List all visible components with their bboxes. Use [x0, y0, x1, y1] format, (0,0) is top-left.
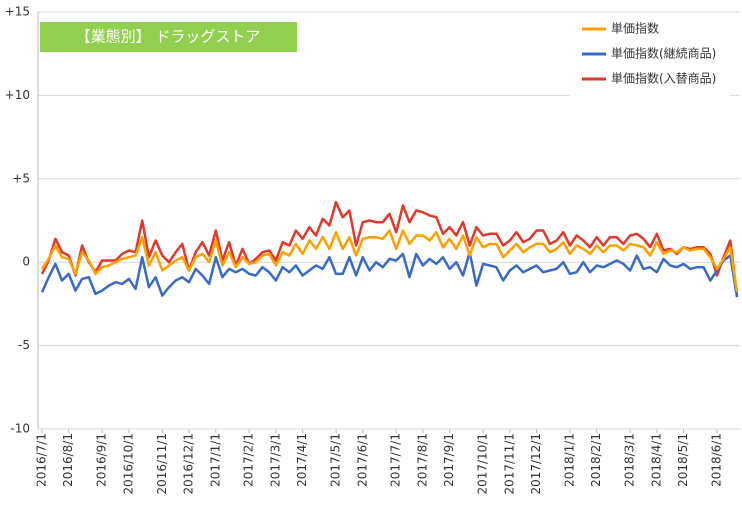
x-tick-label: 2016/11/1: [155, 433, 169, 495]
x-tick-label: 2017/4/1: [295, 433, 309, 487]
x-tick-label: 2018/3/1: [623, 433, 637, 487]
x-tick-label: 2017/1/1: [208, 433, 222, 487]
x-tick-label: 2017/9/1: [442, 433, 456, 487]
x-tick-label: 2016/12/1: [182, 433, 196, 495]
x-tick-label: 2017/3/1: [268, 433, 282, 487]
x-tick-label: 2017/7/1: [389, 433, 403, 487]
y-tick-label: 0: [22, 255, 30, 269]
x-tick-label: 2018/6/1: [709, 433, 723, 487]
x-tick-label: 2017/11/1: [502, 433, 516, 495]
x-tick-label: 2017/6/1: [355, 433, 369, 487]
x-tick-label: 2017/5/1: [329, 433, 343, 487]
series-line: [40, 250, 739, 298]
x-tick-label: 2017/12/1: [529, 433, 543, 495]
x-tick-label: 2017/10/1: [476, 433, 490, 495]
plot: +15 +10 +5 0 -5 -10 2016/7/1 2016/8/1 2016/9/1 20…: [5, 5, 740, 495]
legend-label: 単価指数(入替商品): [611, 71, 716, 86]
y-tick-label: +15: [5, 5, 30, 19]
legend-label: 単価指数: [611, 21, 659, 36]
title-box: [40, 22, 297, 52]
x-tick-label: 2016/8/1: [61, 433, 75, 487]
x-tick-label: 2016/7/1: [35, 433, 49, 487]
x-tick-label: 2016/9/1: [95, 433, 109, 487]
y-tick-label: -10: [10, 422, 30, 436]
x-tick-label: 2018/2/1: [589, 433, 603, 487]
x-tick-label: 2018/5/1: [676, 433, 690, 487]
x-tick-label: 2017/2/1: [242, 433, 256, 487]
series-line: [40, 229, 739, 293]
legend-label: 単価指数(継続商品): [611, 46, 716, 61]
series-line: [40, 200, 739, 296]
x-tick-label: 2016/10/1: [121, 433, 135, 495]
chart-title: 【業態別】 ドラッグストア: [76, 28, 261, 46]
x-tick-label: 2018/1/1: [562, 433, 576, 487]
x-tick-label: 2017/8/1: [415, 433, 429, 487]
x-tick-label: 2018/4/1: [649, 433, 663, 487]
y-tick-label: +10: [5, 88, 30, 102]
y-tick-label: +5: [12, 171, 30, 185]
y-tick-label: -5: [18, 338, 30, 352]
